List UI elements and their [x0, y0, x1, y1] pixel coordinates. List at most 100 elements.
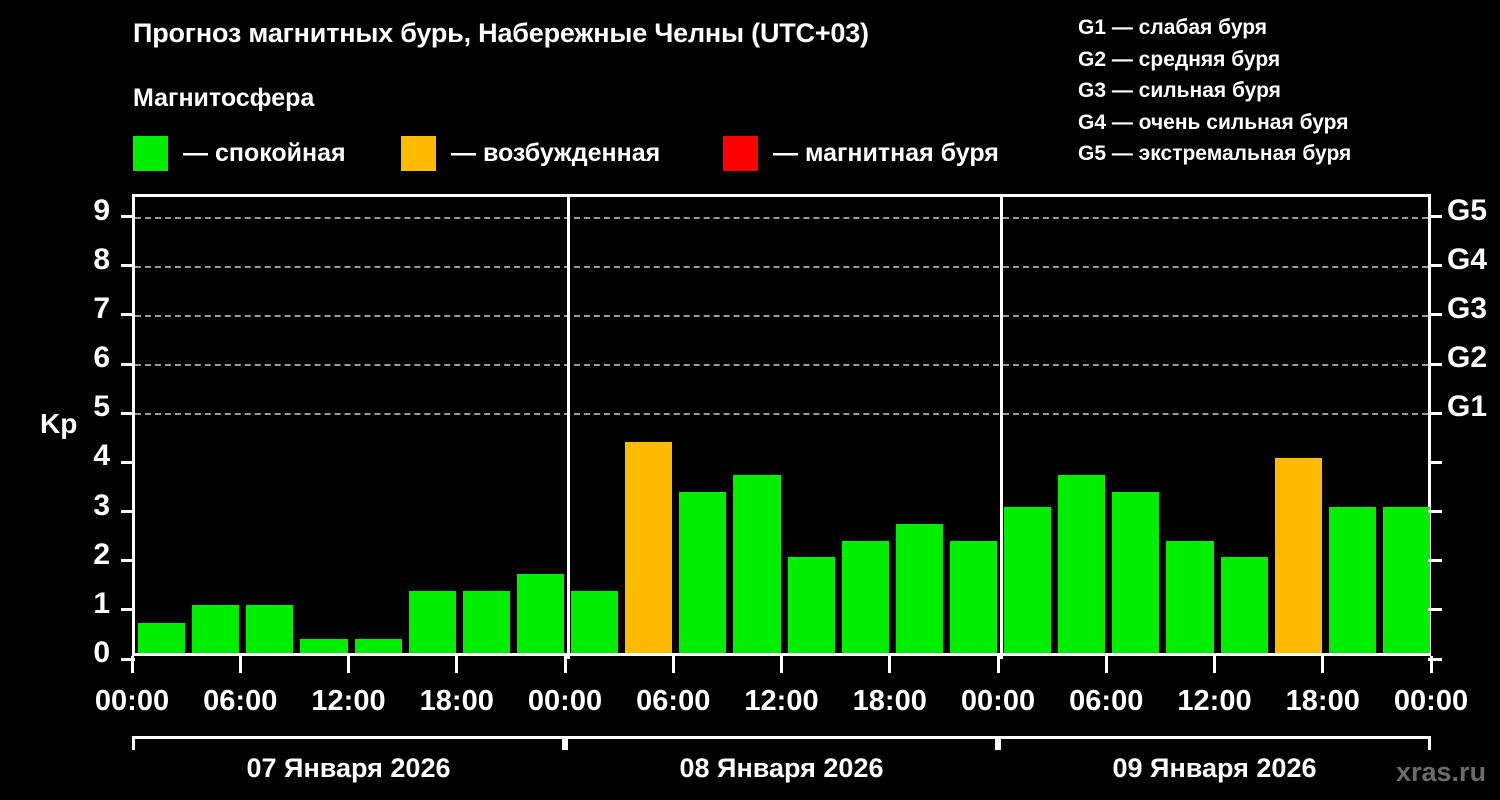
x-tick-label: 18:00 — [852, 685, 927, 717]
kp-bar — [1112, 491, 1160, 656]
y-tick — [121, 460, 135, 464]
y-tick — [121, 362, 135, 366]
right-tick-label: G4 — [1447, 242, 1488, 276]
g-scale-code: G4 — [1078, 110, 1107, 134]
x-axis-line — [132, 653, 1431, 656]
kp-bar — [1004, 507, 1052, 656]
x-tick-label: 12:00 — [311, 685, 386, 717]
y-tick-label: 6 — [93, 341, 110, 375]
y-tick-label: 8 — [93, 242, 110, 276]
magnetosphere-legend: — спокойная — возбужденная — магнитная бур… — [133, 133, 1063, 173]
y-tick — [121, 411, 135, 415]
legend-swatch-icon — [133, 135, 168, 171]
right-tick — [1428, 313, 1442, 317]
kp-bar — [300, 639, 348, 656]
bar-series — [135, 197, 1430, 656]
g-scale-row: G2 — средняя буря — [1078, 44, 1498, 76]
kp-bar — [841, 540, 889, 656]
y-tick-label: 4 — [93, 439, 110, 473]
y-tick — [121, 313, 135, 317]
y-tick-label: 1 — [93, 586, 110, 620]
gridline — [135, 216, 1428, 219]
y-tick — [121, 264, 135, 268]
kp-bar — [571, 590, 619, 656]
x-tick-label: 00:00 — [1393, 685, 1469, 717]
day-separator — [566, 197, 570, 659]
right-tick-label: G5 — [1447, 193, 1488, 227]
x-tick-label: 18:00 — [419, 685, 494, 717]
right-tick — [1428, 215, 1442, 219]
g-scale-row: G3 — сильная буря — [1078, 75, 1498, 107]
y-tick — [121, 510, 135, 514]
x-tick-label: 00:00 — [527, 685, 603, 717]
kp-bar — [192, 605, 240, 656]
kp-bar — [516, 573, 564, 656]
x-tick — [780, 656, 783, 673]
date-label: 08 Января 2026 — [679, 753, 884, 783]
x-tick — [347, 656, 350, 673]
legend-label: — спокойная — [183, 138, 346, 167]
x-tick-label: 12:00 — [1177, 685, 1252, 717]
x-tick-label: 12:00 — [744, 685, 819, 717]
plot-area — [121, 194, 1442, 661]
kp-bar — [787, 556, 835, 656]
y-tick-label: 5 — [93, 390, 110, 424]
x-tick — [455, 656, 459, 673]
gridline — [135, 364, 1428, 367]
kp-bar — [733, 475, 781, 656]
legend-swatch-icon — [401, 135, 436, 171]
day-separator — [999, 197, 1003, 659]
legend-swatch-icon — [723, 135, 758, 171]
g-scale-code: G2 — [1078, 47, 1107, 71]
g-scale-code: G1 — [1078, 16, 1107, 39]
gridline — [135, 265, 1428, 268]
g-scale-row: G4 — очень сильная буря — [1078, 107, 1498, 139]
kp-bar — [1166, 540, 1214, 656]
g-scale-row: G1 — слабая буря — [1078, 12, 1498, 44]
legend-item: — магнитная буря — [723, 133, 999, 173]
g-scale-legend: G1 — слабая буря G2 — средняя буря G3 — си… — [1078, 12, 1498, 170]
legend-label: — возбужденная — [451, 138, 661, 167]
kp-bar — [354, 639, 402, 656]
right-tick-label: G1 — [1447, 390, 1488, 424]
page-title: Прогноз магнитных бурь, Набережные Челны… — [133, 18, 869, 48]
y-tick-label: 7 — [93, 291, 110, 325]
date-label: 07 Января 2026 — [246, 753, 451, 783]
watermark: xras.ru — [1396, 757, 1487, 787]
date-label: 09 Января 2026 — [1112, 753, 1317, 783]
kp-bar — [625, 442, 673, 656]
legend-item: — возбужденная — [401, 133, 660, 173]
y-tick-label: 3 — [93, 488, 110, 522]
right-tick — [1428, 264, 1442, 268]
x-tick — [888, 656, 892, 673]
x-tick — [1104, 656, 1108, 673]
y-tick — [121, 608, 135, 612]
kp-bar — [138, 623, 186, 656]
kp-bar — [1220, 556, 1268, 656]
date-bracket — [565, 736, 998, 750]
right-tick — [1428, 608, 1442, 612]
y-tick-label: 9 — [93, 193, 110, 227]
x-tick — [996, 656, 1000, 673]
date-bracket — [132, 736, 565, 750]
right-tick — [1428, 657, 1442, 661]
g-scale-row: G5 — экстремальная буря — [1078, 138, 1498, 170]
g-scale-text: — экстремальная буря — [1106, 142, 1352, 165]
x-tick-label: 18:00 — [1285, 685, 1360, 717]
x-tick-label: 06:00 — [636, 685, 711, 717]
legend-item: — спокойная — [133, 133, 346, 173]
y-tick — [121, 215, 135, 219]
x-tick — [238, 656, 242, 673]
kp-bar — [1274, 457, 1322, 656]
g-scale-text: — очень сильная буря — [1106, 110, 1349, 134]
kp-bar — [895, 524, 943, 656]
x-tick — [1429, 656, 1433, 673]
right-tick — [1428, 510, 1442, 514]
right-tick — [1428, 362, 1442, 366]
g-scale-text: — слабая буря — [1106, 16, 1268, 39]
y-tick-label: 2 — [93, 537, 110, 571]
x-tick-label: 06:00 — [1069, 685, 1144, 717]
y-axis-title: Kp — [40, 408, 78, 439]
magnetosphere-heading: Магнитосфера — [133, 84, 315, 112]
